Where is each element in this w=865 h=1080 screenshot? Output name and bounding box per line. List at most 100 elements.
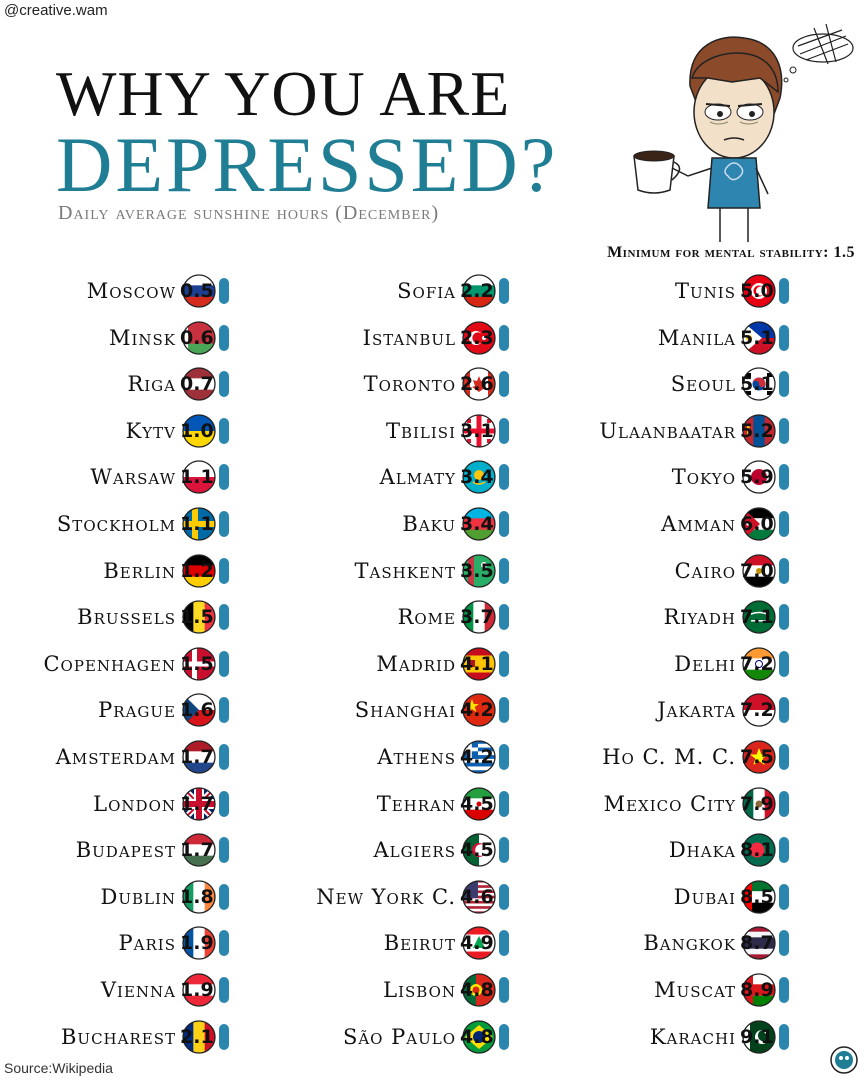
spain-flag-icon [462,647,496,681]
creative-wam-logo-icon [830,1046,858,1074]
city-name: Seoul [670,372,736,397]
france-flag-icon [182,926,216,961]
sunshine-value: 0.7 [180,373,214,396]
kazakhstan-flag-icon [462,460,496,495]
sunshine-value: 8.9 [740,979,774,1001]
value-marker [779,697,789,724]
city-row: Bucharest 2.1 [0,1019,260,1054]
azerbaijan-flag-icon [462,507,496,541]
latvia-flag-icon [182,367,216,401]
value-marker [499,697,509,724]
india-flag-icon [742,647,776,681]
vietnam-flag-icon [742,740,776,774]
value-marker [499,371,509,398]
city-row: Stockholm 1.1 [0,507,260,541]
value-marker [499,557,509,584]
city-row: Tehran 4.5 [280,786,540,821]
value-marker [219,930,229,957]
sunshine-value: 4.9 [460,932,494,955]
value-marker [499,650,509,677]
city-row: Budapest 1.7 [0,833,260,867]
sunshine-value: 1.7 [180,792,214,815]
city-name: Tbilisi [385,418,456,443]
city-name: Baku [402,512,456,536]
sunshine-value: 5.2 [740,419,774,442]
city-name: Budapest [75,838,176,863]
city-row: London 1.7 [0,786,260,821]
city-name: Kytv [125,418,176,443]
city-name: Delhi [674,651,736,676]
sunshine-value: 5.1 [740,373,774,396]
sunshine-value: 0.6 [180,326,214,349]
sunshine-value: 1.5 [180,606,214,629]
city-name: Rome [397,605,456,630]
value-marker [219,744,229,770]
value-marker [499,1023,509,1050]
sunshine-value: 7.9 [740,792,774,815]
sunshine-value: 4.6 [460,885,494,908]
lebanon-flag-icon [462,926,496,961]
city-name: Minsk [108,325,176,350]
sunshine-value: 2.2 [460,280,494,302]
russia-flag-icon [182,274,216,308]
city-row: Cairo 7.0 [560,553,820,588]
sunshine-value: 8.1 [740,839,774,862]
iran-flag-icon [462,786,496,821]
tunisia-flag-icon [742,274,776,308]
value-marker [219,464,229,491]
austria-flag-icon [182,973,216,1007]
city-row: Dubai 8.5 [560,880,820,914]
city-name: Ulaanbaatar [599,418,736,443]
uk-flag-icon [182,786,216,821]
sunshine-value: 7.5 [740,746,774,768]
value-marker [499,744,509,770]
city-name: Toronto [363,372,456,397]
author-handle: @creative.wam [4,2,108,19]
city-row: Lisbon 4.8 [280,973,540,1007]
sunshine-value: 1.1 [180,513,214,535]
bangladesh-flag-icon [742,833,776,867]
sunshine-value: 5.0 [740,280,774,302]
egypt-flag-icon [742,553,776,588]
depressed-character-illustration [633,23,854,242]
sunshine-value: 3.1 [460,419,494,442]
city-name: Berlin [103,558,176,583]
value-marker [779,883,789,910]
city-name: Istanbul [362,325,456,350]
value-marker [219,324,229,351]
philippines-flag-icon [742,320,776,355]
georgia-flag-icon [462,414,496,448]
japan-flag-icon [742,460,776,495]
city-row: Riyadh 7.1 [560,600,820,634]
sunshine-value: 3.7 [460,606,494,629]
city-name: Warsaw [90,465,176,490]
city-row: Muscat 8.9 [560,973,820,1007]
value-marker [779,930,789,957]
city-name: Brussels [77,605,176,630]
canada-flag-icon [462,367,496,401]
city-name: Dubai [673,884,736,909]
sunshine-value: 8.5 [740,885,774,908]
mongolia-flag-icon [742,414,776,448]
sunshine-value: 4.2 [460,746,494,768]
sunshine-value: 3.5 [460,559,494,582]
value-marker [499,278,509,304]
city-row: Riga 0.7 [0,367,260,401]
city-name: Bangkok [643,931,736,956]
city-name: Muscat [654,978,736,1002]
city-name: Almaty [379,465,456,490]
city-row: Rome 3.7 [280,600,540,634]
city-name: Shanghai [354,698,456,723]
city-row: New York C. 4.6 [280,880,540,914]
bulgaria-flag-icon [462,274,496,308]
ukraine-flag-icon [182,414,216,448]
value-marker [219,837,229,864]
germany-flag-icon [182,553,216,588]
sunshine-value: 1.1 [180,466,214,489]
city-name: Riyadh [663,605,736,630]
city-row: Brussels 1.5 [0,600,260,634]
oman-flag-icon [742,973,776,1007]
city-row: Dhaka 8.1 [560,833,820,867]
value-marker [779,324,789,351]
turkmenistan-flag-icon [462,553,496,588]
